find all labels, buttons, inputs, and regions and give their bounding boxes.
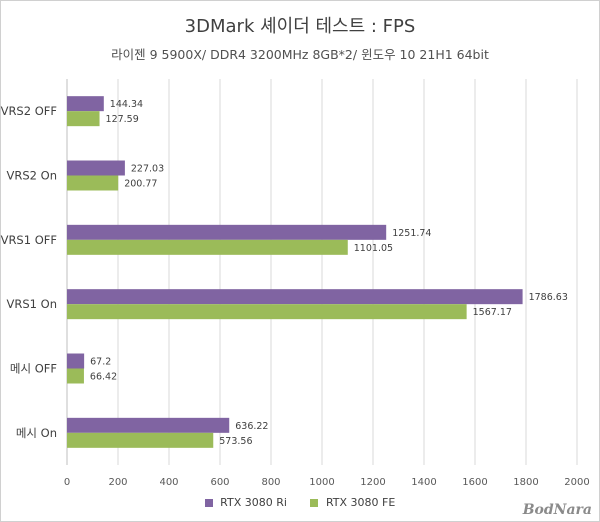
bar-series-1 — [67, 353, 85, 369]
chart-subtitle: 라이젠 9 5900X/ DDR4 3200MHz 8GB*2/ 윈도우 10 … — [111, 47, 489, 62]
category-label: VRS2 OFF — [1, 104, 57, 118]
legend-swatch-series-2 — [310, 499, 319, 507]
bar-series-1 — [67, 224, 387, 240]
data-label: 67.2 — [90, 357, 111, 368]
x-tick-label: 200 — [108, 477, 127, 488]
data-label: 227.03 — [131, 164, 164, 175]
x-tick-label: 0 — [64, 477, 70, 488]
x-tick-label: 1400 — [411, 477, 436, 488]
x-tick-label: 800 — [261, 477, 280, 488]
chart-title: 3DMark 셰이더 테스트 : FPS — [184, 16, 416, 37]
bar-series-2 — [67, 175, 119, 191]
x-tick-label: 400 — [159, 477, 178, 488]
category-label: VRS1 OFF — [1, 233, 57, 247]
bar-series-1 — [67, 417, 230, 433]
legend-item-series-1: RTX 3080 Ri — [204, 496, 287, 509]
x-tick-label: 1000 — [309, 477, 334, 488]
bar-series-2 — [67, 111, 100, 127]
bar-series-2 — [67, 368, 84, 384]
data-label: 636.22 — [235, 421, 268, 432]
x-tick-label: 600 — [210, 477, 229, 488]
bar-series-2 — [67, 304, 467, 320]
bar-series-2 — [67, 432, 214, 448]
bar-series-1 — [67, 289, 523, 305]
category-label: VRS1 On — [7, 297, 57, 311]
legend: RTX 3080 Ri RTX 3080 FE — [0, 496, 600, 509]
data-label: 127.59 — [106, 114, 139, 125]
x-tick-label: 2000 — [564, 477, 589, 488]
bar-series-1 — [67, 160, 125, 176]
x-tick-label: 1800 — [513, 477, 538, 488]
bar-series-2 — [67, 239, 348, 255]
category-label: 메시 OFF — [10, 362, 57, 376]
data-label: 573.56 — [219, 436, 252, 447]
legend-item-series-2: RTX 3080 FE — [310, 496, 395, 509]
legend-label-series-2: RTX 3080 FE — [325, 496, 396, 509]
data-label: 1567.17 — [473, 307, 512, 318]
data-label: 144.34 — [110, 99, 143, 110]
x-tick-label: 1600 — [462, 477, 487, 488]
data-label: 200.77 — [124, 179, 157, 190]
legend-label-series-1: RTX 3080 Ri — [220, 496, 287, 509]
x-tick-label: 1200 — [360, 477, 385, 488]
data-label: 1101.05 — [354, 243, 393, 254]
data-label: 66.42 — [90, 372, 117, 383]
watermark-logo: BodNara — [522, 502, 592, 518]
data-label: 1786.63 — [529, 292, 568, 303]
legend-swatch-series-1 — [204, 499, 213, 507]
bar-series-1 — [67, 96, 104, 112]
category-label: VRS2 On — [7, 169, 57, 183]
category-label: 메시 On — [16, 426, 57, 440]
data-label: 1251.74 — [392, 228, 431, 239]
